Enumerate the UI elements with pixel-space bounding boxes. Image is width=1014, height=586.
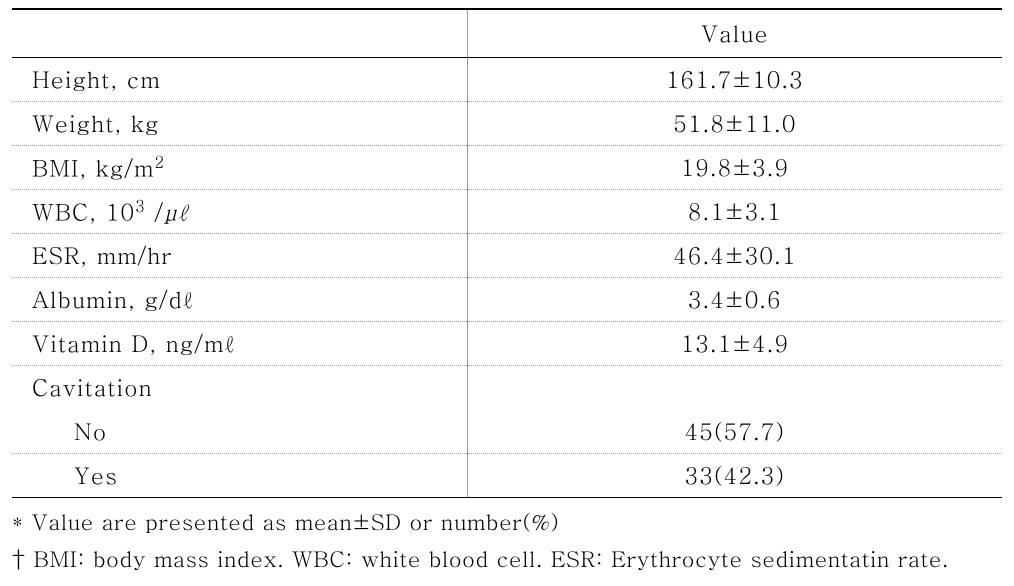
row-label: Yes [12, 453, 467, 497]
row-label: Albumin, g/dℓ [12, 277, 467, 321]
table-row: No45(57.7) [12, 409, 1002, 453]
row-value [467, 365, 1002, 409]
row-label: ESR, mm/hr [12, 233, 467, 277]
row-label: Weight, kg [12, 101, 467, 145]
table-row: BMI, kg/m219.8±3.9 [12, 145, 1002, 189]
table-body: Height, cm161.7±10.3Weight, kg51.8±11.0B… [12, 57, 1002, 497]
row-label: Vitamin D, ng/mℓ [12, 321, 467, 365]
table-row: Height, cm161.7±10.3 [12, 57, 1002, 101]
data-table: Value Height, cm161.7±10.3Weight, kg51.8… [12, 8, 1002, 498]
row-label: Height, cm [12, 57, 467, 101]
row-value: 33(42.3) [467, 453, 1002, 497]
row-label: BMI, kg/m2 [12, 145, 467, 189]
footnote-2: † BMI: body mass index. WBC: white blood… [12, 541, 1002, 576]
row-value: 161.7±10.3 [467, 57, 1002, 101]
row-value: 8.1±3.1 [467, 189, 1002, 233]
table-row: Cavitation [12, 365, 1002, 409]
table-row: ESR, mm/hr46.4±30.1 [12, 233, 1002, 277]
row-value: 45(57.7) [467, 409, 1002, 453]
table-row: Albumin, g/dℓ3.4±0.6 [12, 277, 1002, 321]
row-value: 46.4±30.1 [467, 233, 1002, 277]
clinical-characteristics-table: Value Height, cm161.7±10.3Weight, kg51.8… [12, 8, 1002, 498]
table-header-row: Value [12, 9, 1002, 57]
row-value: 13.1±4.9 [467, 321, 1002, 365]
row-label: Cavitation [12, 365, 467, 409]
footnote-1: * Value are presented as mean±SD or numb… [12, 504, 1002, 539]
table-row: Yes33(42.3) [12, 453, 1002, 497]
header-value-col: Value [467, 9, 1002, 57]
row-value: 3.4±0.6 [467, 277, 1002, 321]
table-row: Weight, kg51.8±11.0 [12, 101, 1002, 145]
header-label-col [12, 9, 467, 57]
row-value: 19.8±3.9 [467, 145, 1002, 189]
table-row: Vitamin D, ng/mℓ13.1±4.9 [12, 321, 1002, 365]
row-label: WBC, 103 /μℓ [12, 189, 467, 233]
footnotes: * Value are presented as mean±SD or numb… [12, 504, 1002, 576]
row-value: 51.8±11.0 [467, 101, 1002, 145]
row-label: No [12, 409, 467, 453]
table-row: WBC, 103 /μℓ8.1±3.1 [12, 189, 1002, 233]
